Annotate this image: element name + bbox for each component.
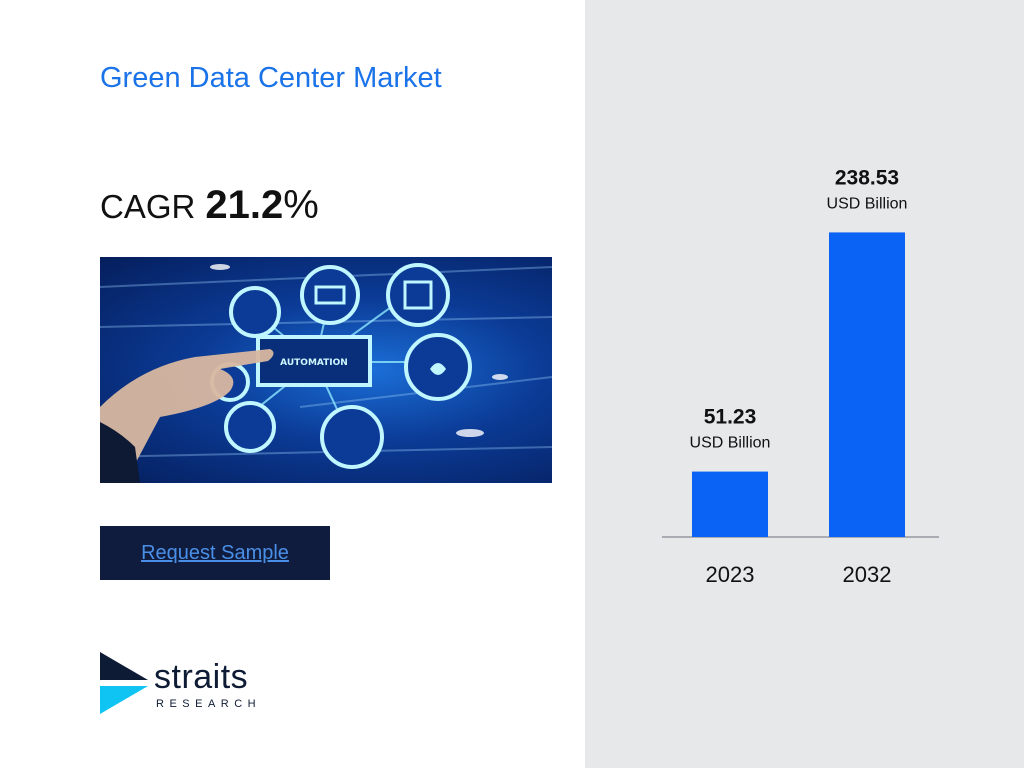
cagr-suffix: % (283, 183, 319, 227)
request-sample-button[interactable]: Request Sample (100, 526, 330, 580)
chart-panel (585, 0, 1024, 768)
automation-hero-image: AUTOMATION (100, 257, 552, 483)
cagr-stat: CAGR 21.2% (100, 183, 319, 228)
bar-2023 (692, 471, 768, 537)
logo-wordmark: straits (154, 658, 249, 696)
bar-2032 (829, 232, 905, 538)
x-tick-label-2032: 2032 (843, 562, 892, 587)
value-label-2032: 238.53 (835, 166, 899, 189)
page-title: Green Data Center Market (100, 62, 442, 94)
request-sample-link[interactable]: Request Sample (141, 541, 289, 564)
logo-mark-icon (100, 652, 148, 714)
x-tick-label-2023: 2023 (706, 562, 755, 587)
straits-research-logo: straits RESEARCH (100, 652, 270, 714)
cagr-label: CAGR (100, 188, 196, 225)
cagr-value: 21.2 (205, 183, 284, 227)
market-size-bar-chart: 51.23 USD Billion 2023 238.53 USD Billion 203… (662, 166, 939, 587)
value-label-2023: 51.23 (704, 406, 757, 429)
unit-label-2023: USD Billion (690, 435, 771, 452)
logo-subtitle: RESEARCH (156, 698, 262, 710)
automation-badge: AUTOMATION (280, 358, 348, 368)
unit-label-2032: USD Billion (827, 195, 908, 212)
